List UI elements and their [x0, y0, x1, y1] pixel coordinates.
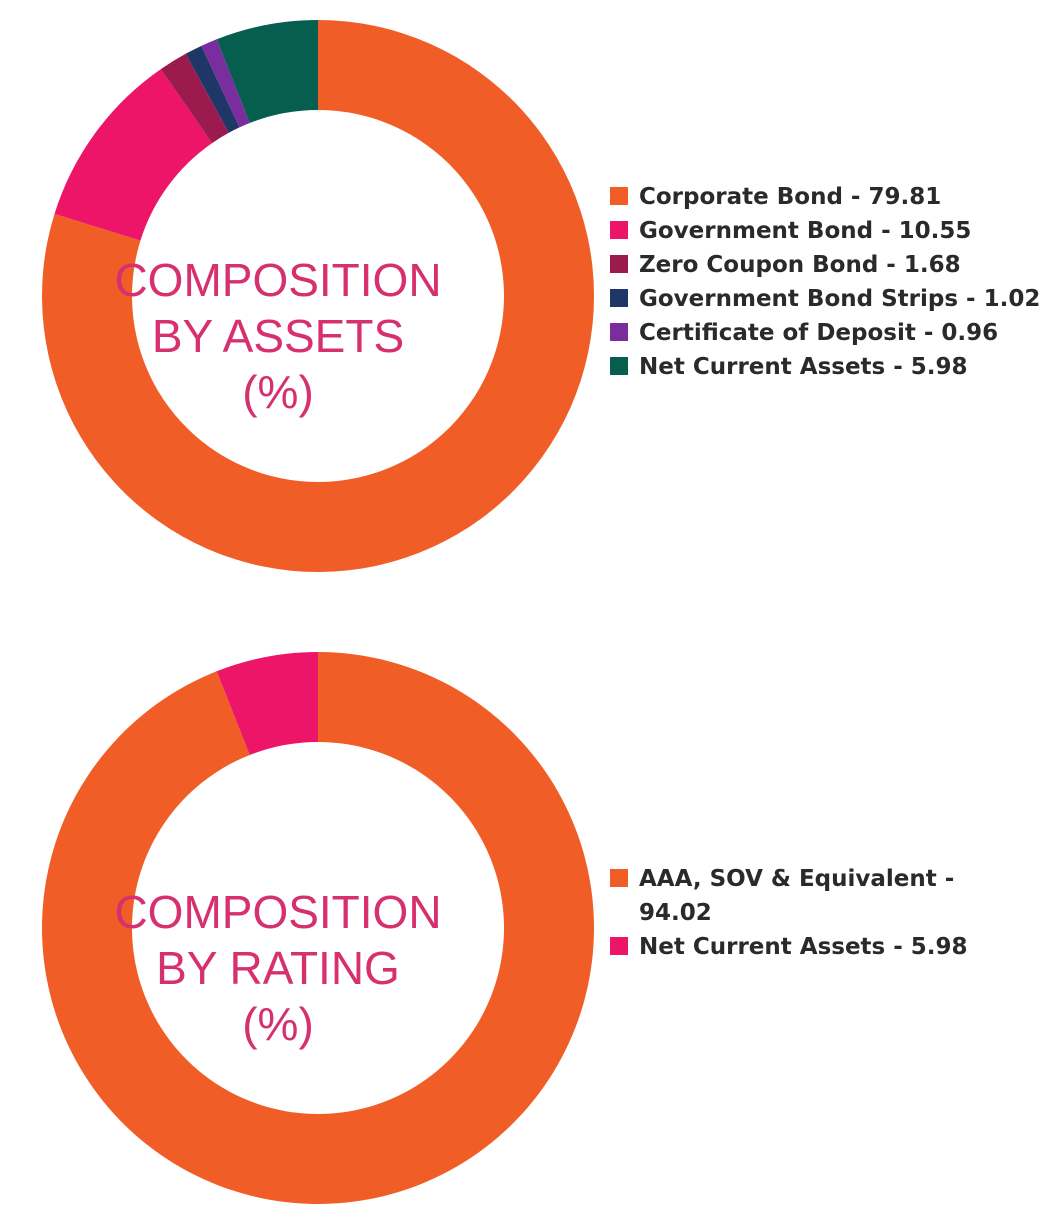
rating-title-line-1: COMPOSITION: [114, 886, 442, 938]
assets-legend: Corporate Bond - 79.81 Government Bond -…: [610, 180, 1040, 384]
legend-label: Government Bond Strips - 1.02: [639, 286, 1041, 312]
legend-item: Zero Coupon Bond - 1.68: [610, 248, 1040, 282]
rating-slice-aaa-sov-equivalent: [42, 652, 594, 1204]
legend-label: Government Bond - 10.55: [639, 218, 972, 244]
assets-title-line-2: BY ASSETS: [151, 310, 405, 362]
rating-chart-title: COMPOSITION BY RATING (%): [0, 884, 556, 1052]
rating-title-line-2: BY RATING: [156, 942, 400, 994]
assets-title-line-3: (%): [242, 366, 314, 418]
legend-item: Net Current Assets - 5.98: [610, 350, 1040, 384]
rating-donut-chart: [42, 652, 594, 1204]
assets-slice-net-current-assets: [216, 20, 318, 123]
legend-swatch: [610, 255, 628, 273]
legend-swatch: [610, 187, 628, 205]
legend-item: AAA, SOV & Equivalent - 94.02: [610, 862, 970, 930]
legend-swatch: [610, 221, 628, 239]
assets-slice-certificate-of-deposit: [201, 39, 250, 128]
assets-slice-government-bond: [54, 69, 213, 241]
assets-title-line-1: COMPOSITION: [114, 254, 442, 306]
legend-label: Corporate Bond - 79.81: [639, 184, 942, 210]
legend-swatch: [610, 289, 628, 307]
legend-item: Government Bond Strips - 1.02: [610, 282, 1040, 316]
legend-label: Zero Coupon Bond - 1.68: [639, 252, 961, 278]
assets-slice-zero-coupon-bond: [160, 53, 229, 144]
assets-slice-corporate-bond: [42, 20, 595, 572]
legend-item: Corporate Bond - 79.81: [610, 180, 1040, 214]
legend-label: Net Current Assets - 5.98: [639, 354, 968, 380]
rating-slice-net-current-assets: [216, 652, 318, 755]
rating-legend: AAA, SOV & Equivalent - 94.02 Net Curren…: [610, 862, 970, 964]
assets-slice-government-bond-strips: [185, 45, 240, 133]
legend-item: Net Current Assets - 5.98: [610, 930, 970, 964]
legend-label: Net Current Assets - 5.98: [639, 934, 968, 960]
legend-item: Certificate of Deposit - 0.96: [610, 316, 1040, 350]
legend-item: Government Bond - 10.55: [610, 214, 1040, 248]
legend-swatch: [610, 937, 628, 955]
assets-donut-chart: [42, 20, 595, 572]
legend-label: AAA, SOV & Equivalent - 94.02: [639, 866, 955, 926]
legend-swatch: [610, 323, 628, 341]
legend-swatch: [610, 869, 628, 887]
rating-title-line-3: (%): [242, 998, 314, 1050]
legend-label: Certificate of Deposit - 0.96: [639, 320, 999, 346]
legend-swatch: [610, 357, 628, 375]
assets-chart-title: COMPOSITION BY ASSETS (%): [0, 252, 556, 420]
